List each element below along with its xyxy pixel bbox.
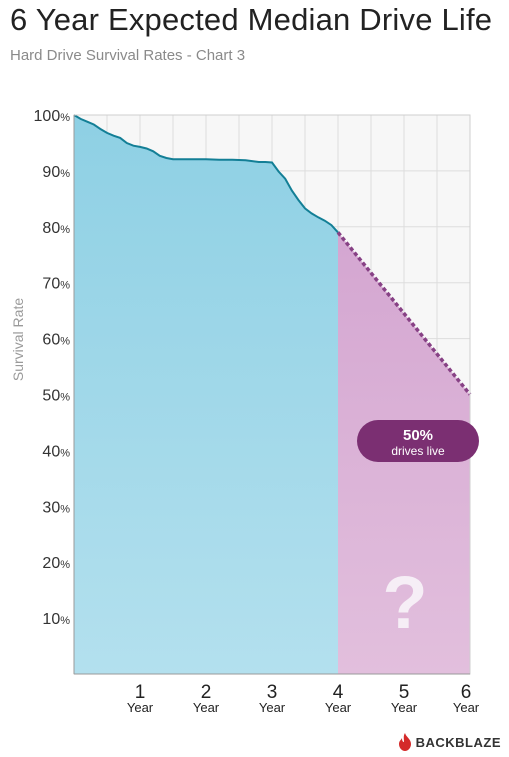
callout-badge: 50%drives live bbox=[357, 420, 479, 462]
flame-icon bbox=[398, 733, 411, 751]
y-tick-label: 90% bbox=[42, 164, 70, 181]
question-mark: ? bbox=[382, 561, 427, 644]
chart-title: 6 Year Expected Median Drive Life bbox=[10, 2, 493, 37]
actual-survival-line bbox=[73, 114, 339, 234]
x-tick-unit: Year bbox=[325, 700, 352, 715]
x-tick-unit: Year bbox=[127, 700, 154, 715]
y-tick-label: 60% bbox=[42, 332, 70, 349]
y-tick-label: 50% bbox=[42, 388, 70, 405]
y-tick-label: 70% bbox=[42, 276, 70, 293]
x-tick-unit: Year bbox=[193, 700, 220, 715]
x-tick-unit: Year bbox=[391, 700, 418, 715]
y-axis-title: Survival Rate bbox=[10, 298, 26, 381]
y-tick-label: 30% bbox=[42, 499, 70, 516]
x-tick-number: 3 bbox=[267, 682, 278, 703]
backblaze-logo: BACKBLAZE bbox=[398, 733, 501, 751]
projected-survival-line bbox=[336, 231, 472, 396]
x-tick-number: 6 bbox=[461, 682, 472, 703]
x-tick-number: 2 bbox=[201, 682, 212, 703]
callout-value: 50% bbox=[403, 427, 433, 444]
y-tick-label: 100% bbox=[34, 108, 71, 125]
x-tick-unit: Year bbox=[259, 700, 286, 715]
y-tick-label: 20% bbox=[42, 555, 70, 572]
actual-survival-area bbox=[74, 115, 338, 674]
x-tick-number: 1 bbox=[135, 682, 146, 703]
y-tick-label: 40% bbox=[42, 443, 70, 460]
chart-subtitle: Hard Drive Survival Rates - Chart 3 bbox=[10, 47, 246, 64]
brand-name: BACKBLAZE bbox=[415, 734, 501, 750]
y-tick-label: 10% bbox=[42, 611, 70, 628]
x-tick-unit: Year bbox=[453, 700, 480, 715]
y-tick-label: 80% bbox=[42, 220, 70, 237]
callout-text: drives live bbox=[391, 444, 445, 458]
x-tick-number: 5 bbox=[399, 682, 410, 703]
callout-background bbox=[357, 420, 479, 462]
x-tick-number: 4 bbox=[333, 682, 344, 703]
